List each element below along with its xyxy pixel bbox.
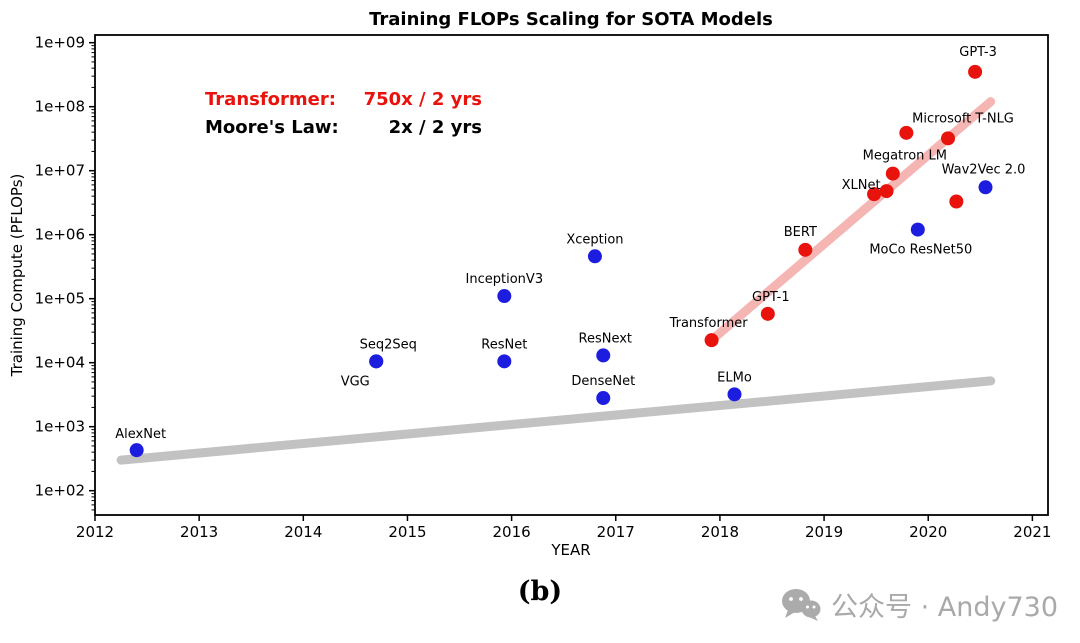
legend-transformer-value: 750x / 2 yrs <box>364 89 482 110</box>
point-DenseNet <box>596 391 611 406</box>
point-label-Megatron LM: Megatron LM <box>863 149 947 164</box>
x-axis-label: YEAR <box>550 541 590 559</box>
y-tick-label-1e+04: 1e+04 <box>35 354 85 372</box>
y-axis-label: Training Compute (PFLOPs) <box>8 174 26 378</box>
y-tick-label-1e+02: 1e+02 <box>35 482 85 500</box>
axes: 2012 2013 2014 2015 2016 2017 2018 2019 2020 2021… <box>35 34 1052 541</box>
x-tick-label-2016: 2016 <box>493 523 531 541</box>
point-InceptionV3 <box>497 289 512 304</box>
point-Seq2Seq <box>369 354 384 369</box>
point-Microsoft T-NLG <box>941 131 956 146</box>
y-tick-label-1e+06: 1e+06 <box>35 226 85 244</box>
x-tick-label-2020: 2020 <box>909 523 947 541</box>
x-tick-label-2012: 2012 <box>76 523 114 541</box>
data-points <box>129 64 993 458</box>
chart-panel: 2012 2013 2014 2015 2016 2017 2018 2019 2020 2021… <box>8 9 1052 559</box>
point-label-GPT-1: GPT-1 <box>752 290 790 305</box>
figure-caption: (b) <box>517 576 563 607</box>
point-unlabeled-18 <box>949 194 964 209</box>
x-tick-label-2019: 2019 <box>805 523 843 541</box>
point-labels: AlexNet VGG Seq2Seq ResNet InceptionV3 Xcepti… <box>115 45 1025 442</box>
y-tick-label-1e+07: 1e+07 <box>35 162 85 180</box>
point-label-XLNet: XLNet <box>842 178 881 193</box>
moores-law-trend-line <box>116 376 996 465</box>
point-MoCo ResNet50 <box>910 222 925 237</box>
y-tick-label-1e+09: 1e+09 <box>35 34 85 52</box>
x-tick-label-2015: 2015 <box>388 523 426 541</box>
trend-lines <box>116 97 996 465</box>
chart-title: Training FLOPs Scaling for SOTA Models <box>369 9 773 30</box>
point-label-Seq2Seq: Seq2Seq <box>360 337 417 352</box>
point-label-ELMo: ELMo <box>717 370 752 385</box>
point-XLNet <box>867 187 882 202</box>
point-Xception <box>587 249 602 264</box>
point-Megatron LM <box>885 166 900 181</box>
legend-transformer-label: Transformer: <box>205 89 336 110</box>
point-label-GPT-3: GPT-3 <box>959 45 997 60</box>
x-tick-label-2021: 2021 <box>1013 523 1051 541</box>
flops-chart: 2012 2013 2014 2015 2016 2017 2018 2019 2020 2021… <box>8 9 1052 559</box>
y-tick-label-1e+03: 1e+03 <box>35 418 85 436</box>
point-label-ResNet: ResNet <box>481 337 527 352</box>
point-ELMo <box>727 387 742 402</box>
point-BERT <box>798 242 813 257</box>
watermark-text: 公众号 · Andy730 <box>831 592 1058 623</box>
x-tick-label-2013: 2013 <box>180 523 218 541</box>
point-Transformer <box>704 333 719 348</box>
watermark: 公众号 · Andy730 <box>781 585 1058 624</box>
legend-moores-law-label: Moore's Law: <box>205 117 339 138</box>
point-ResNext <box>596 348 611 363</box>
point-label-Transformer: Transformer <box>669 316 749 331</box>
point-label-Microsoft T-NLG: Microsoft T-NLG <box>912 111 1014 126</box>
point-Wav2Vec 2.0 <box>978 180 993 195</box>
point-label-Xception: Xception <box>566 232 623 247</box>
point-label-DenseNet: DenseNet <box>571 374 635 389</box>
point-GPT-1 <box>760 306 775 321</box>
point-label-BERT: BERT <box>784 225 817 240</box>
point-label-AlexNet: AlexNet <box>115 427 166 442</box>
point-GPT-3 <box>968 64 983 79</box>
point-ResNet <box>497 354 512 369</box>
point-label-VGG: VGG <box>341 374 370 389</box>
y-tick-label-1e+05: 1e+05 <box>35 290 85 308</box>
point-label-ResNext: ResNext <box>579 331 633 346</box>
point-unlabeled-13 <box>879 184 894 199</box>
x-tick-label-2014: 2014 <box>284 523 322 541</box>
point-label-MoCo ResNet50: MoCo ResNet50 <box>869 243 972 258</box>
point-label-Wav2Vec 2.0: Wav2Vec 2.0 <box>942 162 1026 177</box>
point-AlexNet <box>129 443 144 458</box>
y-tick-label-1e+08: 1e+08 <box>35 98 85 116</box>
wechat-icon <box>781 588 821 621</box>
legend-moores-law-value: 2x / 2 yrs <box>389 117 482 138</box>
x-tick-label-2017: 2017 <box>597 523 635 541</box>
x-tick-label-2018: 2018 <box>701 523 739 541</box>
point-label-InceptionV3: InceptionV3 <box>466 272 544 287</box>
point-unlabeled-15 <box>899 125 914 140</box>
plot-border <box>94 34 1049 516</box>
